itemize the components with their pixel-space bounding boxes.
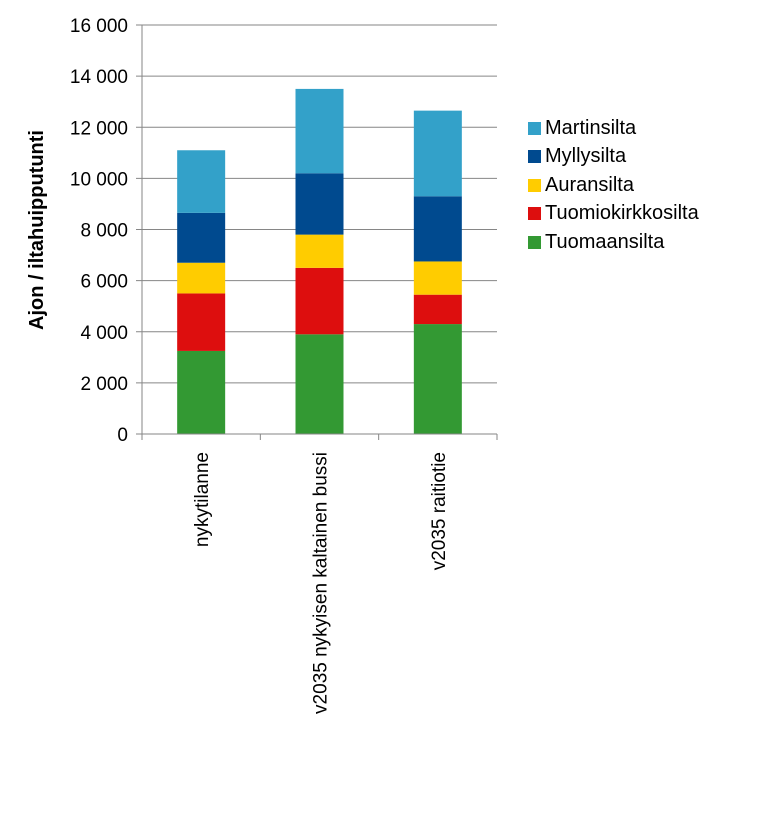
y-tick-label: 8 000: [80, 221, 128, 242]
bar-segment: [177, 212, 226, 263]
legend-item: Auransilta: [528, 171, 699, 200]
bar-segment: [295, 334, 344, 434]
legend-item: Martinsilta: [528, 114, 699, 143]
legend-swatch: [528, 207, 541, 221]
y-tick-label: 4 000: [80, 323, 128, 344]
bar-segment: [413, 196, 462, 262]
axes: [136, 24, 498, 440]
legend-swatch: [528, 178, 541, 192]
bar-segment: [413, 294, 462, 325]
y-tick-labels: 0 2 000 4 000 6 000 8 000 10 000 12 000 14 000 1…: [70, 16, 128, 446]
bar-segment: [177, 293, 226, 351]
bar-segment: [177, 262, 226, 294]
legend-label: Auransilta: [545, 173, 634, 196]
y-tick-label: 14 000: [70, 67, 128, 88]
legend-item: Tuomaansilta: [528, 228, 699, 257]
legend-label: Tuomiokirkkosilta: [545, 202, 699, 225]
bar-segment: [413, 261, 462, 295]
bar-segment: [295, 267, 344, 335]
legend-swatch: [528, 150, 541, 164]
bar-segment: [413, 110, 462, 197]
legend-label: Martinsilta: [545, 116, 637, 139]
bar-segment: [295, 234, 344, 268]
y-tick-label: 10 000: [70, 169, 128, 190]
y-tick-label: 12 000: [70, 118, 128, 139]
bars: [177, 88, 462, 434]
legend-swatch: [528, 121, 541, 135]
bar-segment: [177, 350, 226, 434]
y-tick-label: 2 000: [80, 374, 128, 395]
legend-swatch: [528, 235, 541, 249]
legend-item: Myllysilta: [528, 143, 699, 172]
y-axis-label: Ajon / iltahuipputunti: [26, 130, 48, 330]
x-tick-label: nykytilanne: [192, 452, 213, 547]
bar-segment: [295, 88, 344, 174]
y-tick-label: 16 000: [70, 16, 128, 37]
bar-segment: [413, 324, 462, 434]
y-tick-label: 6 000: [80, 272, 128, 293]
legend: Martinsilta Myllysilta Auransilta Tuomiokir…: [528, 114, 699, 257]
bar-segment: [177, 150, 226, 213]
x-tick-label: v2035 raitiotie: [429, 452, 450, 570]
legend-label: Tuomaansilta: [545, 230, 665, 253]
bar-segment: [295, 173, 344, 235]
legend-label: Myllysilta: [545, 145, 627, 168]
y-tick-label: 0: [117, 425, 128, 446]
x-tick-labels: nykytilanne v2035 nykyisen kaltainen buss…: [192, 452, 450, 714]
legend-item: Tuomiokirkkosilta: [528, 200, 699, 229]
x-tick-label: v2035 nykyisen kaltainen bussi: [311, 452, 332, 714]
